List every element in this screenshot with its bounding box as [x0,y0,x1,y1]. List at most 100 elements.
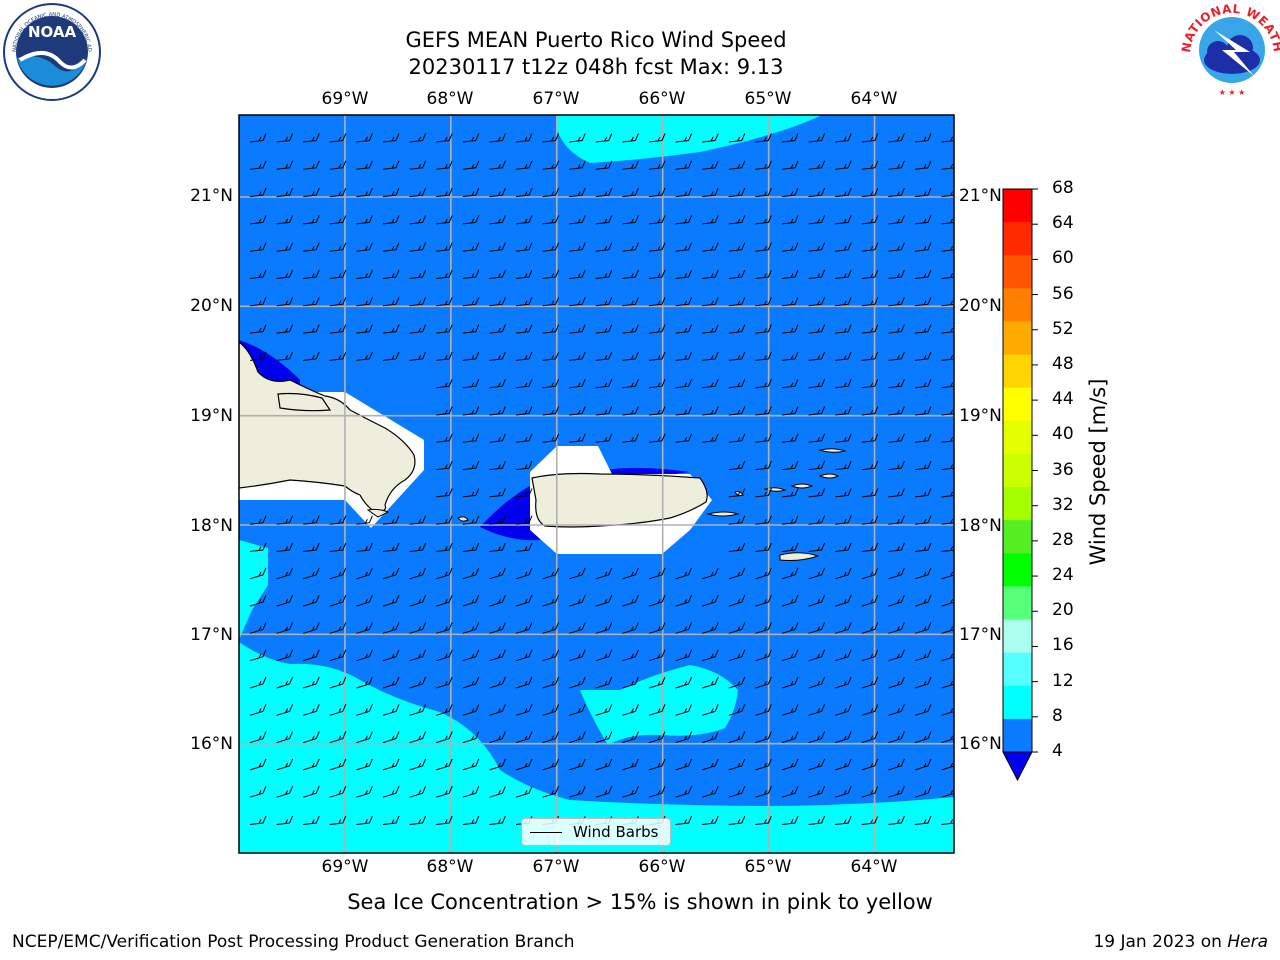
wind-barb [622,351,639,361]
wind-barb [409,515,427,525]
wind-barb [861,515,879,525]
wind-barb [702,704,719,716]
wind-barb [595,649,613,662]
wind-barb [755,758,772,771]
wind-barb [303,731,320,744]
land-small-island [818,448,847,453]
wind-barb [755,515,772,525]
wind-barb [382,269,400,279]
wind-barb [781,297,799,307]
lon-label-bottom-64w: 64°W [850,857,898,877]
wind-barb [595,731,613,744]
noaa-logo-text: NOAA [28,23,77,41]
wind-barb [249,786,267,798]
colorbar-tick-label: 28 [1052,529,1074,550]
wind-barb [835,433,852,443]
wind-barb [914,242,932,252]
wind-barb [489,542,506,552]
wind-barb [675,379,693,389]
wind-barb [648,133,666,143]
wind-barb [249,649,267,662]
wind-barb [861,215,879,225]
wind-barb [249,676,267,689]
wind-barb [675,649,693,662]
wind-barb [861,133,879,143]
wind-barb [941,491,954,498]
wind-barb [675,704,693,716]
wind-barb [914,542,932,552]
land-saona [366,508,390,518]
wind-barb [728,567,746,580]
wind-barb [781,133,799,143]
wind-barb [249,567,267,580]
lat-label-right-18n: 18°N [959,516,1002,536]
wind-barb [861,567,879,580]
wind-barb [569,133,586,143]
legend-label: Wind Barbs [573,823,659,841]
wind-barb [808,567,826,580]
wind-barb [409,160,427,170]
wind-barb [861,324,879,334]
wind-barb [436,704,453,716]
wind-barb [755,676,772,689]
wind-barb [542,433,560,443]
wind-barb [515,269,533,279]
wind-barb [808,133,826,143]
nws-ring-text: NATIONAL WEATHER SERVICE [0,0,1280,53]
wind-barb [675,758,693,771]
wind-barb [914,567,932,580]
wind-barb [835,460,852,471]
wind-barb [622,160,639,170]
wind-barb [436,160,453,170]
wind-barb [808,704,826,716]
wind-barb [249,594,267,607]
wind-barb [675,297,693,307]
wind-barb [808,786,826,798]
wind-barb [808,242,826,252]
wind-barb [436,351,453,361]
wind-barb [409,731,427,744]
wind-barb [436,649,453,662]
wind-barb [356,297,373,307]
wind-barb [648,269,666,279]
wind-barb [329,242,347,252]
wind-barb [781,242,799,252]
lon-label-top-68w: 68°W [426,89,474,109]
wind-barb [861,460,879,471]
wind-barb [276,187,294,198]
wind-barb [888,133,905,143]
wind-barb [622,758,639,771]
wind-barb [382,215,400,225]
map-legend: Wind Barbs [521,818,671,846]
wind-barb [329,786,347,798]
wind-barb [941,819,954,825]
wind-barb [515,324,533,334]
wind-barb [702,215,719,225]
wind-barb [675,269,693,279]
wind-barb [436,406,453,416]
footer-credit: NCEP/EMC/Verification Post Processing Pr… [12,932,575,952]
wind-barb [329,187,347,198]
wind-barb [382,324,400,334]
wind-barb [489,351,506,361]
wind-barb [462,704,480,716]
wind-barb [861,542,879,552]
wind-barb [489,622,506,634]
wind-barb [888,488,905,498]
wind-barb [542,649,560,662]
wind-barb [329,324,347,334]
wind-barb [515,622,533,634]
lat-label-left-17n: 17°N [190,625,233,645]
wind-barb [356,133,373,143]
wind-barb [489,433,506,443]
wind-barb [622,242,639,252]
wind-barb [861,406,879,416]
wind-barb [702,622,719,634]
wind-barb [755,351,772,361]
wind-barb [622,269,639,279]
wind-barb [728,160,746,170]
lat-label-left-19n: 19°N [190,406,233,426]
wind-barb [781,622,799,634]
wind-barb [648,704,666,716]
wind-barb [781,676,799,689]
